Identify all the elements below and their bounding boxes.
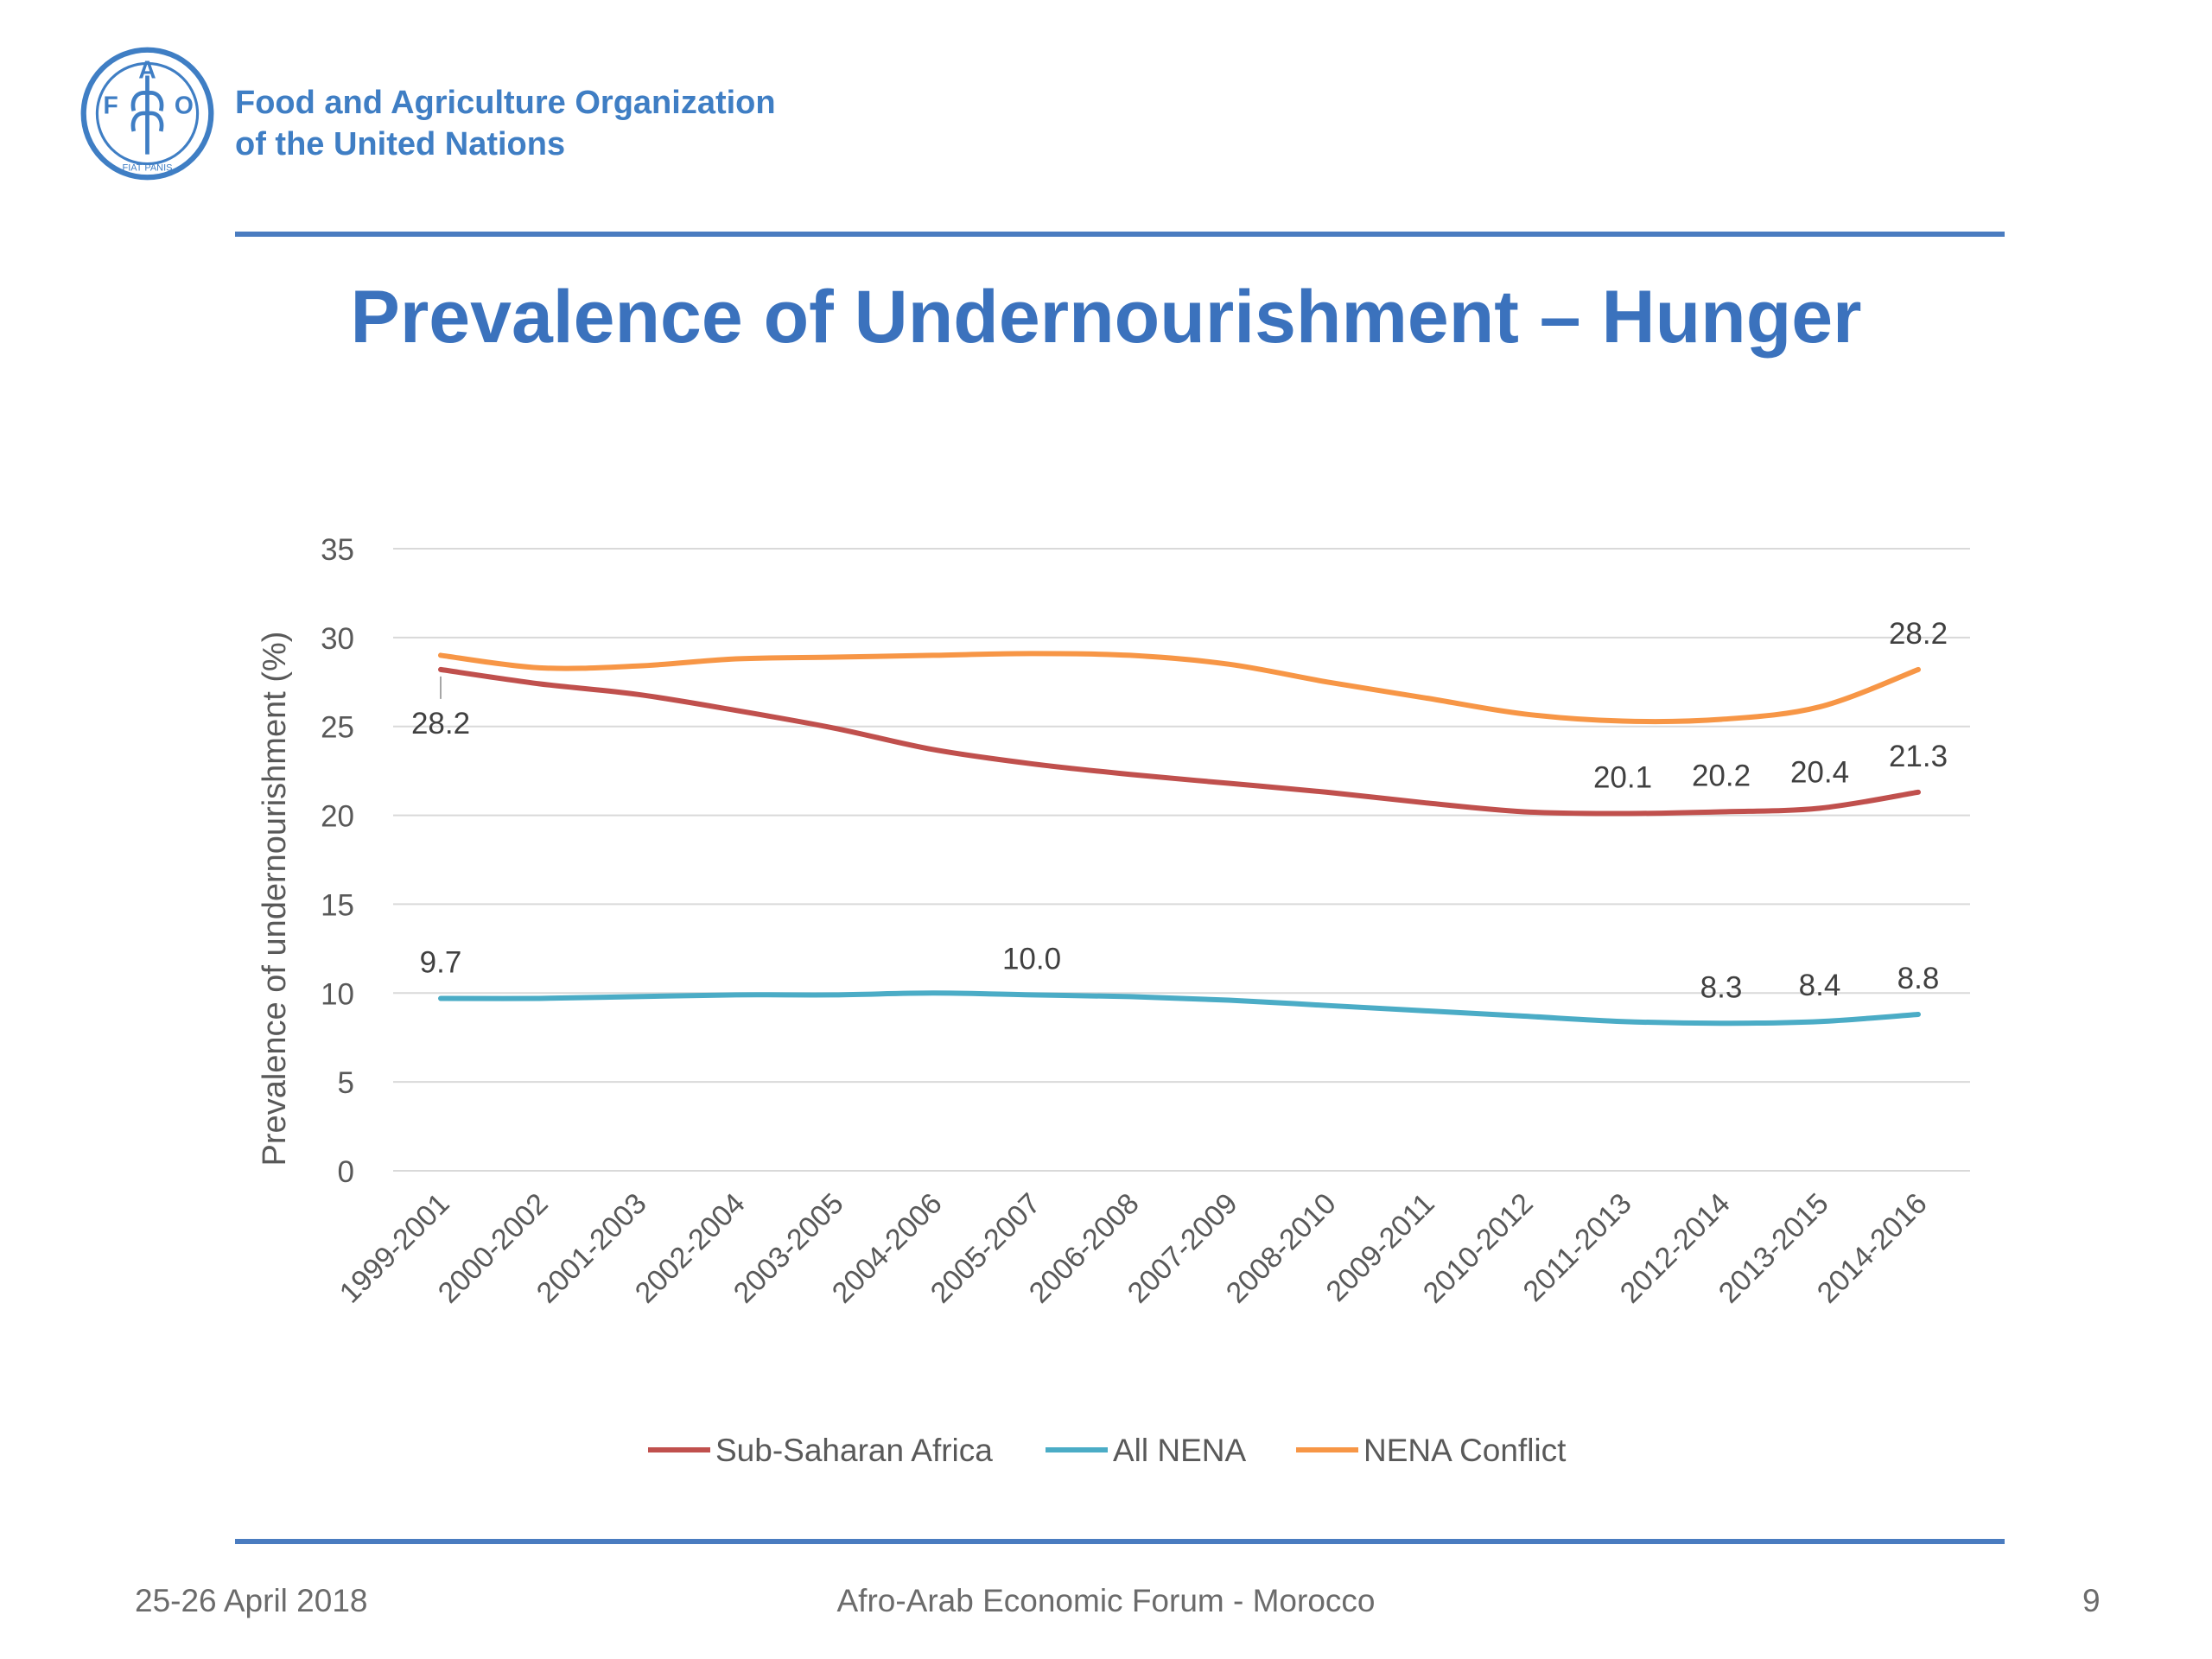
data-label: 10.0: [1002, 942, 1061, 976]
chart-gridlines: [393, 548, 1970, 1172]
fao-logo: F A O FIAT PANIS: [80, 47, 214, 181]
footer-event: Afro-Arab Economic Forum - Morocco: [836, 1583, 1376, 1618]
y-tick-label: 0: [338, 1155, 354, 1189]
data-label: 28.2: [1889, 617, 1948, 651]
y-tick-label: 35: [321, 533, 354, 567]
y-tick-label: 25: [321, 711, 354, 745]
y-axis-label: Prevalence of undernourishment (%): [257, 632, 293, 1166]
series-lines: [438, 651, 1921, 1027]
data-label: 8.8: [1897, 962, 1940, 995]
page-number: 9: [2082, 1583, 2101, 1618]
data-label: 20.1: [1593, 761, 1652, 795]
y-tick-label: 30: [321, 622, 354, 656]
y-tick-label: 10: [321, 977, 354, 1011]
logo-letter-a: A: [138, 56, 156, 84]
legend-label: All NENA: [1113, 1433, 1247, 1468]
chart-legend: Sub-Saharan Africa All NENA NENA Conflict: [648, 1433, 1567, 1468]
data-label: 9.7: [420, 945, 462, 979]
slide-title: Prevalence of Undernourishment – Hunger: [350, 276, 1862, 359]
data-labels: 28.2 20.1 20.2 20.4 21.3 9.7 10.0 8.3 8.4 8.8 28.2: [411, 617, 1948, 1004]
data-label: 20.4: [1790, 755, 1849, 789]
y-axis-ticks: 0 5 10 15 20 25 30 35: [321, 533, 354, 1189]
data-label: 8.4: [1799, 969, 1841, 1002]
data-label: 20.2: [1692, 759, 1751, 792]
legend-label: Sub-Saharan Africa: [715, 1433, 993, 1468]
y-tick-label: 20: [321, 800, 354, 834]
logo-ring-text: FIAT PANIS: [123, 162, 173, 173]
series-line-all-nena: [438, 990, 1921, 1027]
org-name-line2: of the United Nations: [235, 126, 566, 162]
legend-label: NENA Conflict: [1363, 1433, 1567, 1468]
org-name-line1: Food and Agriculture Organization: [235, 85, 776, 121]
y-tick-label: 15: [321, 888, 354, 922]
footer-divider: [235, 1539, 2005, 1544]
footer-date: 25-26 April 2018: [135, 1583, 368, 1618]
logo-letter-f: F: [103, 92, 118, 119]
y-tick-label: 5: [338, 1066, 354, 1100]
series-line-nena-conflict: [438, 651, 1921, 725]
data-label: 8.3: [1700, 970, 1743, 1004]
series-line-sub-saharan-africa: [438, 666, 1921, 817]
data-label: 21.3: [1889, 740, 1948, 773]
logo-letter-o: O: [175, 92, 194, 119]
line-chart: 0 5 10 15 20 25 30 35 1999-20012000-20022001-20…: [257, 533, 1970, 1468]
header-divider: [235, 232, 2005, 237]
x-axis-ticks: 1999-20012000-20022001-20032002-20042003…: [334, 1187, 1934, 1310]
data-label: 28.2: [411, 707, 470, 741]
